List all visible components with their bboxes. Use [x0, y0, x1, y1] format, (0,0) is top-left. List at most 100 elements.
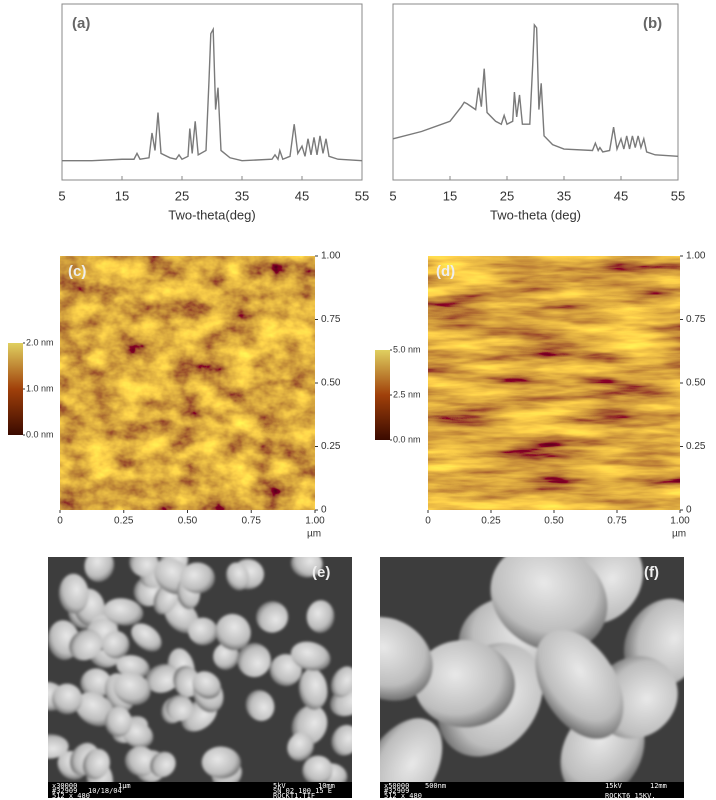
- panel-label: (d): [436, 263, 455, 280]
- particle: [188, 617, 218, 646]
- x-tick-label: 25: [175, 188, 189, 203]
- plot-frame: [61, 3, 363, 181]
- info-text: #32909: [384, 787, 409, 795]
- particle: [380, 617, 433, 701]
- sem-particles: [380, 557, 684, 782]
- y-tick-label: 1.00: [686, 251, 706, 262]
- plot-frame: [392, 3, 679, 181]
- particle: [165, 694, 193, 722]
- x-tick-label: 15: [115, 188, 129, 203]
- x-tick-label: 0.75: [607, 516, 627, 527]
- x-tick-label: 0.50: [178, 516, 198, 527]
- particle: [302, 755, 333, 782]
- particle: [75, 692, 115, 727]
- info-text: 5kV: [273, 782, 286, 790]
- y-tick-label: 0: [321, 505, 327, 516]
- y-tick-label: 0.50: [686, 378, 706, 389]
- info-text: 512 x 480: [52, 792, 90, 800]
- x-tick-label: 1.00: [305, 516, 325, 527]
- particle: [414, 640, 516, 728]
- y-tick-label: 0.25: [321, 441, 341, 452]
- particle: [131, 623, 162, 652]
- x-tick-label: 0.25: [481, 516, 501, 527]
- particle: [287, 732, 314, 762]
- panel-label: (a): [72, 15, 90, 32]
- info-text: ROCKT6 15KV.: [605, 792, 656, 800]
- x-tick-label: 45: [295, 188, 309, 203]
- particle: [201, 746, 241, 779]
- x-tick-label: 35: [235, 188, 249, 203]
- particle: [51, 683, 83, 715]
- particle: [331, 724, 352, 756]
- x-axis-label: Two-theta (deg): [490, 207, 581, 222]
- colorbar-label: 1.0 nm: [26, 383, 54, 393]
- particle: [306, 600, 335, 633]
- particle: [84, 557, 115, 582]
- particle: [245, 690, 275, 722]
- colorbar-label: 0.0 nm: [393, 434, 421, 444]
- info-text: 10/18/04: [88, 787, 122, 795]
- particle: [298, 668, 328, 710]
- x-tick-label: 55: [671, 188, 685, 203]
- afm-image: [60, 256, 315, 510]
- particle: [179, 562, 215, 594]
- colorbar: [375, 350, 390, 440]
- particle: [102, 630, 130, 659]
- particle: [490, 557, 608, 652]
- y-tick-label: 1.00: [321, 251, 341, 262]
- particle: [129, 557, 159, 577]
- info-text: 512 x 480: [384, 792, 422, 800]
- particle: [269, 654, 302, 686]
- unit-label: µm: [672, 529, 686, 540]
- x-tick-label: 35: [557, 188, 571, 203]
- x-tick-label: 0.25: [114, 516, 134, 527]
- x-tick-label: 5: [58, 188, 65, 203]
- info-text: #32909: [52, 787, 77, 795]
- x-tick-label: 5: [389, 188, 396, 203]
- colorbar-label: 0.0 nm: [26, 429, 54, 439]
- particle: [105, 706, 132, 737]
- sem-particles: [48, 557, 352, 782]
- particle: [145, 664, 180, 693]
- x-tick-label: 1.00: [670, 516, 690, 527]
- particle: [256, 601, 289, 633]
- particle: [192, 671, 221, 699]
- info-text: SN 02 100 15 E: [273, 787, 332, 795]
- xrd-line: [62, 26, 363, 162]
- info-text: 15kV: [605, 782, 623, 790]
- unit-label: µm: [307, 529, 321, 540]
- info-bar: [380, 782, 684, 798]
- y-tick-label: 0.25: [686, 441, 706, 452]
- particle: [69, 629, 103, 661]
- x-tick-label: 15: [443, 188, 457, 203]
- particle: [82, 748, 111, 780]
- panel-label: (e): [312, 564, 330, 581]
- particle: [80, 668, 112, 698]
- particle: [48, 734, 69, 759]
- particle: [380, 718, 443, 782]
- colorbar-label: 5.0 nm: [393, 344, 421, 354]
- info-text: 10mm: [318, 782, 335, 790]
- particle: [330, 666, 352, 698]
- info-text: x30000: [52, 782, 77, 790]
- info-text: 500nm: [425, 782, 446, 790]
- info-text: x50000: [384, 782, 409, 790]
- particle: [290, 557, 323, 578]
- x-tick-label: 0.75: [242, 516, 262, 527]
- particle: [215, 613, 251, 651]
- x-tick-label: 0: [57, 516, 63, 527]
- particle: [226, 562, 250, 591]
- particle: [290, 641, 331, 671]
- colorbar: [8, 343, 23, 435]
- particle: [113, 672, 151, 706]
- info-bar: [48, 782, 352, 798]
- x-tick-label: 45: [614, 188, 628, 203]
- info-text: 12mm: [650, 782, 667, 790]
- y-tick-label: 0: [686, 505, 692, 516]
- panel-label: (c): [68, 263, 86, 280]
- x-tick-label: 55: [355, 188, 369, 203]
- y-tick-label: 0.75: [321, 314, 341, 325]
- afm-image: [428, 256, 680, 510]
- colorbar-label: 2.5 nm: [393, 389, 421, 399]
